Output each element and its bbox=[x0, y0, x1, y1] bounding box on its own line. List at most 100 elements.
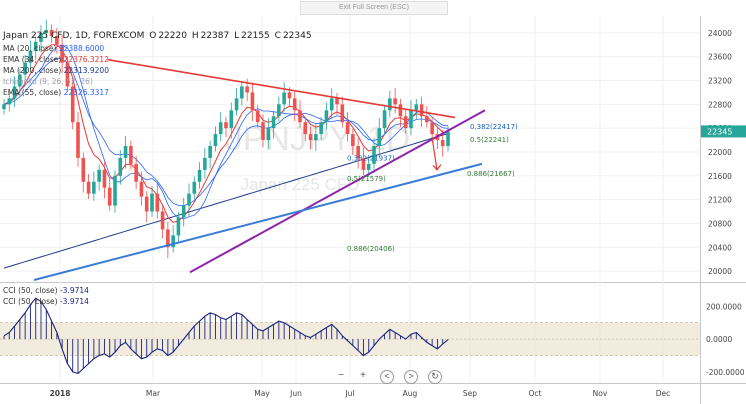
zoom-out-button[interactable]: − bbox=[338, 370, 344, 381]
candle-body bbox=[155, 193, 160, 212]
price-axis: 2400023600232002280022400220002160021200… bbox=[701, 29, 746, 276]
price-tick-label: 21200 bbox=[708, 196, 732, 205]
candle-body bbox=[419, 104, 424, 117]
candle-body bbox=[139, 181, 144, 197]
candle-body bbox=[187, 193, 191, 206]
candle-body bbox=[266, 128, 271, 141]
candle-body bbox=[351, 134, 355, 147]
legend-label: EMA (55, close) bbox=[3, 88, 62, 97]
cci-tick-label: 200.0000 bbox=[706, 302, 742, 311]
trendlines bbox=[33, 58, 486, 281]
legend-cci-2[interactable]: CCI (50, close) -3.9714 bbox=[3, 296, 89, 307]
candle-body bbox=[76, 122, 80, 158]
candle-body bbox=[218, 122, 223, 135]
symbol-name[interactable]: Japan 225 CFD, 1D, FOREXCOM bbox=[3, 31, 145, 41]
candle-body bbox=[12, 86, 17, 99]
fib-label: 0.382(22417) bbox=[470, 123, 518, 131]
close-value: 22345 bbox=[282, 31, 312, 41]
candle-body bbox=[181, 205, 186, 218]
candle-body bbox=[176, 217, 181, 236]
candle-body bbox=[144, 196, 149, 212]
candle-body bbox=[18, 74, 22, 87]
time-tick-label: Jun bbox=[289, 389, 302, 398]
scroll-right-button[interactable]: > bbox=[404, 370, 418, 384]
candle-body bbox=[55, 35, 59, 45]
legend-label: Ichimoku (9, 26, 52, 26) bbox=[3, 77, 93, 86]
cci-indicator bbox=[0, 297, 700, 375]
candle-body bbox=[65, 62, 70, 87]
cci-tick-label: 0.0000 bbox=[706, 335, 732, 344]
open-value: 22220 bbox=[158, 31, 187, 41]
price-tick-label: 21600 bbox=[708, 172, 732, 181]
candle-body bbox=[166, 229, 170, 248]
candle-body bbox=[388, 98, 392, 111]
candle-body bbox=[361, 157, 366, 170]
legend-ma20[interactable]: MA (20, close) 22388.6000 bbox=[3, 43, 109, 54]
candle-body bbox=[425, 116, 429, 123]
reset-chart-button[interactable]: ↻ bbox=[428, 370, 442, 384]
forecast-arrow bbox=[431, 137, 442, 171]
candles bbox=[2, 19, 450, 258]
candle-body bbox=[28, 50, 33, 63]
candle-body bbox=[250, 92, 255, 111]
cci-legend: CCI (50, close) -3.9714 CCI (50, close) … bbox=[3, 285, 89, 307]
time-tick-label: Mar bbox=[146, 389, 161, 398]
fib-label: 0.886(20406) bbox=[347, 245, 395, 253]
low-label: L bbox=[234, 31, 240, 41]
candle-body bbox=[366, 163, 371, 170]
candle-body bbox=[303, 122, 308, 135]
candle-body bbox=[261, 122, 265, 141]
cci-axis: 200.0000 0.0000 -200.0000 bbox=[706, 302, 745, 376]
indicator-legend: MA (20, close) 22388.6000 EMA (34, close… bbox=[3, 43, 109, 98]
legend-ema34[interactable]: EMA (34, close) 22376.3212 bbox=[3, 54, 109, 65]
candle-body bbox=[245, 86, 249, 93]
price-tick-label: 22800 bbox=[708, 100, 732, 109]
trendline-long-support bbox=[33, 162, 483, 281]
candle-body bbox=[430, 122, 434, 135]
legend-ichimoku[interactable]: Ichimoku (9, 26, 52, 26) bbox=[3, 76, 109, 87]
legend-cci-1[interactable]: CCI (50, close) -3.9714 bbox=[3, 285, 89, 296]
fib-labels: 0.382(22417) 0.5(22241) 0.886(21667) 0.382(… bbox=[347, 123, 518, 253]
candle-body bbox=[7, 98, 12, 105]
open-label: O bbox=[149, 31, 157, 41]
price-tick-label: 24000 bbox=[708, 29, 732, 38]
zoom-in-button[interactable]: + bbox=[360, 370, 366, 381]
time-tick-label: Jul bbox=[344, 389, 354, 398]
candle-body bbox=[229, 110, 234, 129]
candle-body bbox=[113, 175, 117, 206]
legend-value: 22326.3317 bbox=[63, 88, 109, 97]
legend-value: 22376.3212 bbox=[63, 55, 109, 64]
candle-body bbox=[49, 29, 54, 36]
exit-fullscreen-button[interactable]: Exit Full Screen (ESC) bbox=[300, 1, 448, 15]
price-tick-label: 23600 bbox=[708, 53, 732, 62]
candle-body bbox=[150, 193, 154, 212]
price-tick-label: 20400 bbox=[708, 243, 732, 252]
candle-body bbox=[86, 181, 91, 194]
current-price-label: 22345 bbox=[707, 127, 732, 136]
candle-body bbox=[107, 187, 112, 206]
legend-value: -3.9714 bbox=[59, 297, 89, 306]
legend-label: CCI (50, close) bbox=[3, 297, 58, 306]
candle-body bbox=[271, 116, 276, 129]
candle-body bbox=[134, 163, 138, 182]
candle-body bbox=[398, 104, 403, 117]
watermark-name: Japan 225 CFD bbox=[240, 175, 359, 194]
scroll-left-button[interactable]: < bbox=[380, 370, 394, 384]
watermark-symbol: JPNJPY, 1D bbox=[226, 120, 411, 158]
fib-label: 0.5(21579) bbox=[347, 175, 386, 183]
candle-body bbox=[171, 235, 175, 248]
legend-ma200[interactable]: MA (200, close) 22313.9200 bbox=[3, 65, 109, 76]
time-tick-label: Sep bbox=[463, 389, 477, 398]
candle-body bbox=[292, 98, 297, 111]
candle-body bbox=[446, 131, 450, 147]
candle-body bbox=[39, 32, 43, 42]
low-value: 22155 bbox=[241, 31, 270, 41]
candle-body bbox=[60, 44, 64, 63]
legend-value: 22313.9200 bbox=[63, 66, 109, 75]
candle-body bbox=[33, 41, 38, 51]
candle-body bbox=[23, 62, 27, 75]
trendline-resistance bbox=[107, 58, 456, 119]
legend-ema55[interactable]: EMA (55, close) 22326.3317 bbox=[3, 87, 109, 98]
candle-body bbox=[414, 104, 419, 111]
